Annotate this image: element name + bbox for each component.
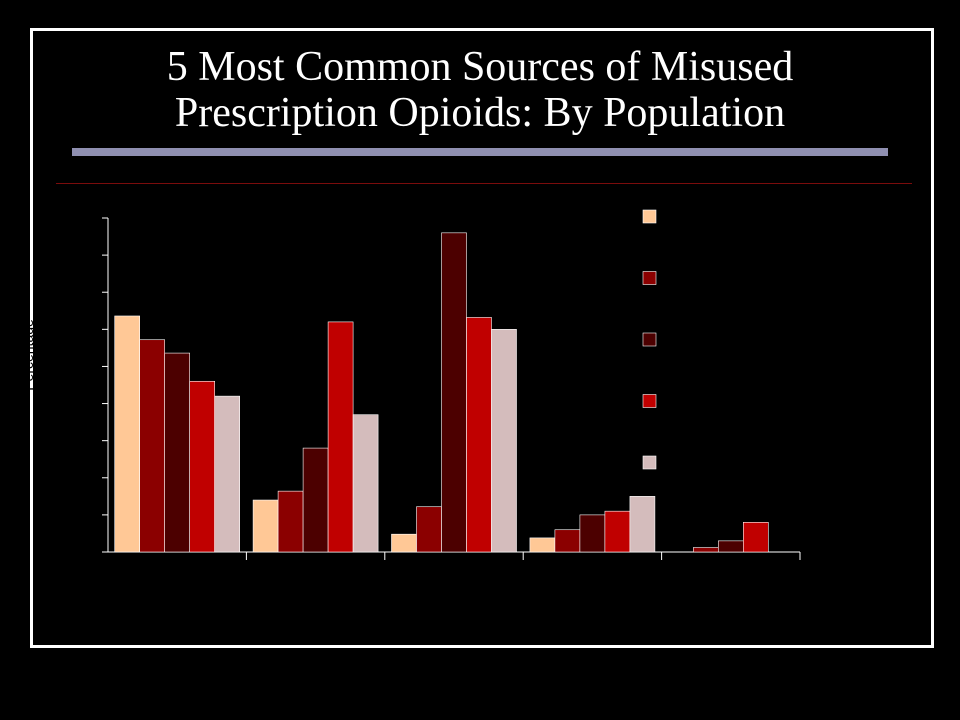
bar	[391, 533, 417, 553]
bar	[139, 339, 165, 553]
bar	[692, 547, 719, 553]
slide-title: 5 Most Common Sources of Misused Prescri…	[60, 44, 900, 136]
bar	[252, 499, 279, 553]
bar	[742, 522, 769, 553]
bar	[717, 540, 744, 553]
legend-swatch	[642, 209, 657, 224]
accent-divider	[56, 183, 912, 184]
bar	[416, 506, 442, 553]
bar	[352, 414, 379, 553]
bar	[302, 447, 329, 553]
bar	[189, 380, 215, 553]
bar	[164, 352, 190, 553]
bar	[491, 329, 517, 553]
bar	[579, 514, 606, 553]
bar	[629, 496, 656, 553]
title-underline	[72, 148, 888, 156]
bar	[114, 315, 140, 553]
bar	[277, 490, 304, 553]
bar	[441, 232, 467, 553]
y-axis-label: Percentage	[20, 319, 36, 391]
bar	[466, 317, 492, 553]
bar	[327, 321, 354, 553]
title-line-1: 5 Most Common Sources of Misused	[166, 44, 794, 90]
bar	[529, 537, 556, 553]
legend-swatch	[642, 394, 657, 408]
title-line-2: Prescription Opioids: By Population	[174, 90, 786, 136]
legend-swatch	[642, 332, 657, 347]
bar	[214, 395, 240, 553]
plot-area	[102, 217, 801, 560]
legend-swatch	[642, 455, 657, 470]
bar	[554, 529, 581, 553]
slide-border	[30, 28, 934, 648]
legend-swatch	[642, 271, 657, 285]
legend	[642, 209, 657, 470]
bar	[604, 510, 631, 553]
